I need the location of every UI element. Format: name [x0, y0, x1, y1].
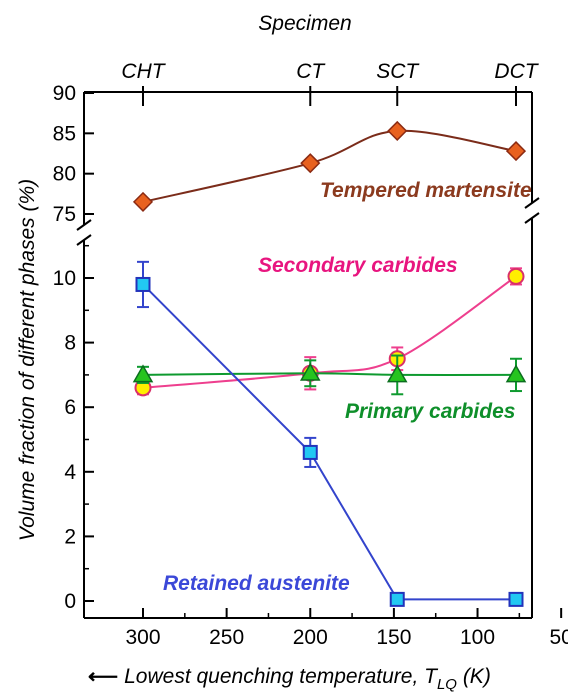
top-axis-label: CHT [121, 60, 166, 83]
y-tick-label: 85 [53, 122, 76, 145]
tick-layer: 75 80 85 90 0 2 4 6 8 10 300 250 200 150 100 50 [53, 82, 568, 649]
x-axis-label-suffix: (K) [457, 665, 491, 688]
data-point [300, 153, 321, 174]
data-point [507, 267, 525, 285]
series-tempered-martensite [132, 120, 527, 212]
series-label: Retained austenite [163, 572, 350, 595]
series-line [142, 275, 517, 389]
data-point [302, 444, 318, 460]
series-line [142, 283, 516, 601]
x-tick-label: 250 [209, 626, 244, 649]
x-tick-label: 50 [549, 626, 568, 649]
series-secondary-carbides [134, 267, 525, 397]
top-axis-label: SCT [376, 60, 420, 83]
data-point [389, 591, 405, 607]
axis-break-mark [524, 212, 540, 224]
x-axis-label-prefix: Lowest quenching temperature, [124, 665, 424, 688]
data-point [299, 362, 321, 381]
data-point [132, 364, 154, 383]
plot-frame [76, 91, 540, 619]
data-point [505, 364, 527, 383]
axis-break-mark [524, 197, 540, 209]
y-tick-label: 6 [64, 396, 76, 419]
data-point [135, 276, 151, 292]
series-primary-carbides [132, 354, 527, 396]
data-point [508, 591, 524, 607]
series-line [142, 372, 517, 377]
axis-break-mark [76, 219, 92, 231]
x-tick-label: 200 [293, 626, 328, 649]
series-label: Tempered martensite [320, 179, 532, 202]
label-layer: Tempered martensite Secondary carbides Pri… [16, 179, 532, 693]
x-axis-label-sub: LQ [437, 676, 457, 693]
data-point [387, 120, 408, 141]
axis-break-mark [76, 234, 92, 246]
top-axis-label: DCT [494, 60, 539, 83]
y-tick-label: 8 [64, 332, 76, 355]
y-tick-label: 10 [53, 267, 76, 290]
y-tick-label: 2 [64, 525, 76, 548]
data-point [505, 141, 527, 162]
x-axis-label-var: T [424, 665, 439, 688]
series-label: Primary carbides [345, 400, 515, 423]
y-tick-label: 0 [64, 590, 76, 613]
series-line [142, 129, 517, 203]
x-axis-arrow: ⟵ [88, 665, 118, 688]
series-layer [132, 120, 527, 607]
data-point [386, 364, 408, 383]
y-tick-label: 90 [53, 82, 76, 105]
y-tick-label: 80 [53, 163, 76, 186]
y-tick-label: 75 [53, 203, 76, 226]
series-retained-austenite [135, 260, 524, 607]
series-label: Secondary carbides [258, 254, 458, 277]
x-tick-label: 150 [376, 626, 411, 649]
x-tick-label: 300 [125, 626, 160, 649]
data-point [132, 191, 154, 212]
x-tick-label: 100 [460, 626, 495, 649]
x-axis-label: ⟵ Lowest quenching temperature, TLQ (K) [88, 665, 491, 693]
y-axis-label: Volume fraction of different phases (%) [16, 179, 39, 541]
y-tick-label: 4 [64, 461, 76, 484]
top-axis: Specimen CHT CT SCT DCT [121, 12, 540, 106]
top-axis-label: CT [296, 60, 326, 83]
top-axis-title: Specimen [258, 12, 351, 35]
